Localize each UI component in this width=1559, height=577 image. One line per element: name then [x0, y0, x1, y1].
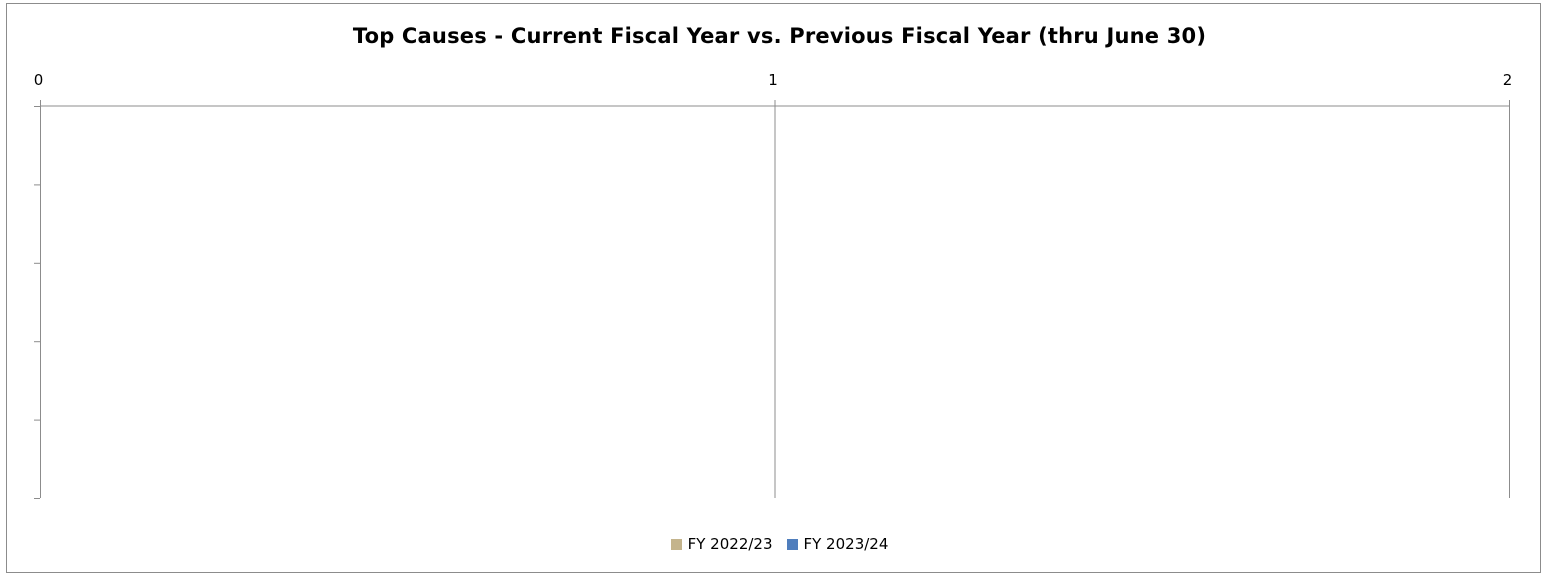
chart-frame: [6, 3, 1541, 573]
legend-item-series-1: FY 2022/23: [670, 535, 773, 553]
legend: FY 2022/23 FY 2023/24: [0, 535, 1559, 553]
value-axis-ticks: 0 1 2: [34, 71, 1513, 89]
tick-label-1: 1: [768, 71, 778, 89]
legend-label-series-2: FY 2023/24: [803, 535, 889, 553]
legend-swatch-series-1: [670, 538, 682, 550]
chart-title: Top Causes - Current Fiscal Year vs. Pre…: [352, 24, 1207, 48]
tick-label-2: 2: [1503, 71, 1513, 89]
tick-label-0: 0: [34, 71, 44, 89]
legend-label-series-1: FY 2022/23: [687, 535, 773, 553]
category-axis: [34, 105, 1509, 499]
legend-item-series-2: FY 2023/24: [786, 535, 889, 553]
gridlines: [40, 100, 1510, 498]
legend-swatch-series-2: [786, 538, 798, 550]
